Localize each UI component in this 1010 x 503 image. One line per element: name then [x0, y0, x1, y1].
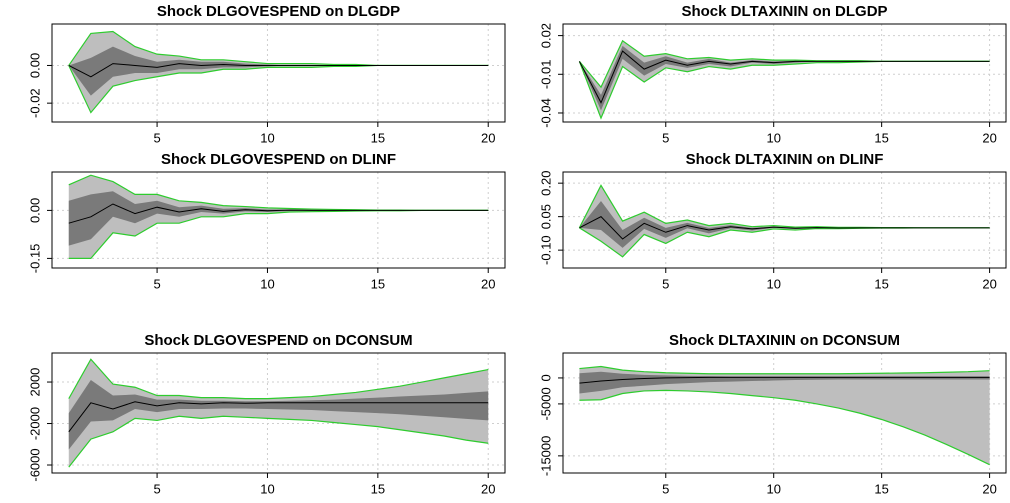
response-line [579, 376, 990, 384]
y-tick-label: 2000 [27, 368, 42, 397]
panel: Shock DLGOVESPEND on DCONSUM 5 10 15 20 2000 -… [27, 332, 506, 496]
x-tick-label: 20 [982, 276, 996, 291]
y-tick-label: -5000 [538, 387, 553, 420]
y-tick-label: -2000 [27, 407, 42, 440]
x-tick-label: 5 [153, 276, 160, 291]
y-tick-label: 0.00 [27, 198, 42, 223]
plot-frame [51, 171, 506, 269]
x-tick-label: 15 [874, 130, 888, 145]
y-tick-label: 0 [538, 374, 553, 381]
panel: Shock DLGOVESPEND on DLGDP 5 10 15 20 0.00 -0.… [27, 3, 506, 145]
panel-title: Shock DLTAXININ on DLINF [686, 151, 884, 168]
y-tick-label: -6000 [27, 448, 42, 481]
confidence-band [579, 201, 990, 248]
confidence-band [579, 45, 990, 111]
panel: Shock DLTAXININ on DLGDP 5 10 15 20 0.02 -0.01… [538, 3, 1007, 145]
y-tick-label: -0.10 [538, 235, 553, 265]
x-tick-label: 15 [371, 276, 385, 291]
band-edge [579, 389, 990, 466]
y-tick-label: 0.00 [27, 53, 42, 78]
x-tick-label: 5 [153, 130, 160, 145]
x-tick-label: 20 [481, 481, 495, 496]
x-tick-label: 20 [481, 276, 495, 291]
plot-frame [562, 23, 1007, 123]
panel: Shock DLTAXININ on DLINF 5 10 15 20 0.20 0.05 -… [538, 151, 1007, 291]
plot-frame [562, 352, 1007, 474]
response-line [68, 401, 489, 433]
confidence-band [68, 175, 489, 259]
x-tick-label: 20 [982, 481, 996, 496]
confidence-band [68, 359, 489, 468]
panel-title: Shock DLGOVESPEND on DCONSUM [144, 332, 412, 349]
plot-frame [51, 352, 506, 474]
x-tick-label: 10 [260, 276, 274, 291]
response-line [579, 216, 990, 240]
plot-frame [51, 23, 506, 123]
x-tick-label: 5 [153, 481, 160, 496]
band-edge [68, 415, 489, 468]
response-line [578, 50, 990, 104]
panel-title: Shock DLTAXININ on DCONSUM [669, 332, 900, 349]
panel: Shock DLTAXININ on DCONSUM 5 10 15 20 0 -5000 -… [538, 332, 1007, 496]
y-tick-label: -0.15 [27, 244, 42, 274]
confidence-band [68, 191, 489, 246]
confidence-band [68, 46, 489, 96]
y-tick-label: 0.02 [538, 23, 553, 48]
y-tick-label: 0.20 [538, 171, 553, 196]
panel-title: Shock DLGOVESPEND on DLGDP [157, 3, 400, 20]
x-tick-label: 5 [662, 481, 669, 496]
panel-title: Shock DLGOVESPEND on DLINF [161, 151, 396, 168]
band-edge [68, 358, 489, 400]
confidence-band [68, 379, 489, 450]
y-tick-label: -15000 [538, 436, 553, 476]
y-tick-label: -0.02 [27, 88, 42, 118]
response-line [68, 203, 489, 224]
x-tick-label: 15 [371, 481, 385, 496]
x-tick-label: 5 [662, 130, 669, 145]
panel-title: Shock DLTAXININ on DLGDP [681, 3, 887, 20]
x-tick-label: 10 [260, 130, 274, 145]
y-tick-label: 0.05 [538, 204, 553, 229]
y-tick-label: -0.04 [538, 98, 553, 128]
x-tick-label: 15 [371, 130, 385, 145]
response-line [68, 63, 489, 78]
x-tick-label: 20 [982, 130, 996, 145]
x-tick-label: 10 [260, 481, 274, 496]
confidence-band [579, 40, 990, 119]
panel: Shock DLGOVESPEND on DLINF 5 10 15 20 0.00 -0.… [27, 151, 506, 291]
x-tick-label: 15 [874, 276, 888, 291]
y-tick-label: -0.01 [538, 59, 553, 89]
x-tick-label: 10 [766, 276, 780, 291]
x-tick-label: 10 [766, 130, 780, 145]
confidence-band [579, 366, 990, 465]
x-tick-label: 5 [662, 276, 669, 291]
plot-frame [562, 171, 1007, 269]
x-tick-label: 15 [874, 481, 888, 496]
x-tick-label: 10 [766, 481, 780, 496]
x-tick-label: 20 [481, 130, 495, 145]
band-edge [579, 365, 990, 375]
